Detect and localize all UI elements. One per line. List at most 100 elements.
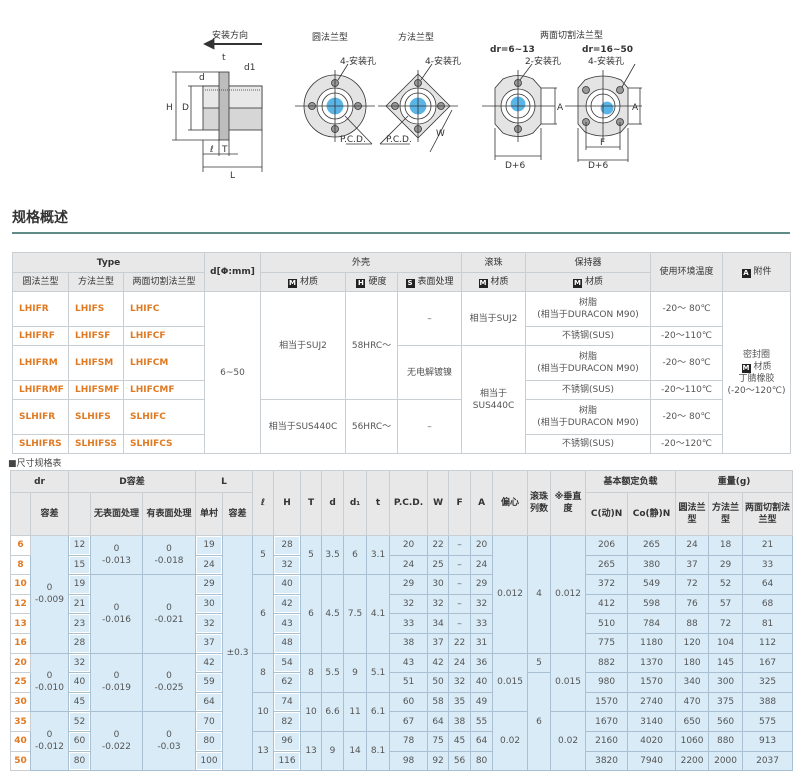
ball-rows: 6: [527, 672, 552, 772]
label: -0.025: [154, 683, 184, 694]
dr-value: 20: [10, 652, 31, 674]
d-tol-header: D容差: [68, 470, 197, 493]
co-load: 7940: [627, 750, 677, 772]
h-label: H: [166, 103, 173, 113]
nosurf-header: 无表面处理: [90, 492, 144, 536]
d-outer: 28: [68, 632, 92, 654]
square-header: 方法兰型: [68, 272, 124, 292]
type-code: LHIFSMF: [68, 380, 124, 400]
d-outer-label: D: [182, 103, 189, 113]
table-row: 25 40 59 62 51 50 32 40 6 980 1570 340 300 325: [10, 672, 794, 772]
d1-header: d₁: [343, 470, 368, 536]
label: 材质: [490, 277, 509, 287]
holes-label: 4-安装孔: [588, 55, 624, 67]
f-value: 56: [448, 750, 472, 772]
d1-label: d1: [244, 63, 255, 73]
eccentricity: 0.012: [492, 535, 529, 654]
pcd-value: 67: [389, 711, 429, 732]
c-load: 372: [585, 574, 629, 595]
retainer-material-header: M 材质: [525, 272, 652, 292]
T-value: 6: [300, 574, 323, 654]
shell-header: 外壳: [259, 252, 463, 273]
label: (相当于DURACON M90): [537, 418, 639, 428]
surface: –: [396, 399, 463, 454]
weight-round: 340: [675, 672, 710, 693]
a-value: 36: [470, 652, 494, 674]
type-row: SLHIFR SLHIFS SLHIFC 相当于SUS440C 56HRC～ – 树脂 (相当…: [12, 399, 791, 454]
co-load: 598: [627, 593, 677, 615]
a-label: A: [557, 103, 564, 113]
d-tol-surf: 0 -0.025: [142, 652, 197, 713]
T-value: 8: [300, 652, 323, 693]
h-value: 54: [273, 652, 302, 674]
table-row: 6 0 -0.009 12 0 -0.013 0 -0.018 19 ±0.3 5 28 5 3.5 6 3.…: [10, 534, 794, 772]
eccentricity: 0.015: [492, 652, 529, 713]
l-small-header: ℓ: [252, 470, 275, 536]
weight-round: 24: [675, 535, 710, 556]
dr-value: 16: [10, 632, 31, 654]
square-flange-label: 方法兰型: [398, 31, 434, 43]
surface-icon: S: [405, 279, 415, 288]
ball-material: 相当于SUS440C: [461, 345, 527, 454]
label: 材质: [299, 277, 318, 287]
dr-value: 30: [10, 691, 31, 713]
f-value: 45: [448, 730, 472, 752]
l-small: 13: [252, 730, 275, 772]
l-small: 6: [252, 574, 275, 654]
d1-value: 14: [343, 730, 368, 772]
d-outer: 40: [68, 672, 92, 693]
round-header: 圆法兰型: [12, 272, 69, 292]
weight-round: 76: [675, 593, 710, 615]
temperature: -20～110℃: [650, 326, 724, 346]
label: (相当于DURACON M90): [537, 364, 639, 374]
l-value: 19: [195, 535, 224, 556]
type-code: LHIFR: [12, 291, 69, 327]
d-outer: 52: [68, 711, 92, 732]
pcd-value: 33: [389, 613, 429, 634]
type-code: LHIFRMF: [12, 380, 69, 400]
weight-round-header: 圆法兰型: [675, 492, 710, 536]
l-value: 37: [195, 632, 224, 654]
dimension-table: dr D容差 L ℓ H T d d₁ t P.C.D. W F A 偏心 滚珠…: [9, 470, 794, 772]
weight-square: 18: [708, 535, 744, 556]
surface: 无电解镀镍: [396, 345, 463, 400]
h-header: H: [273, 470, 302, 536]
material-icon: M: [478, 279, 488, 288]
co-load: 265: [627, 535, 677, 556]
ball-header: 滚珠: [461, 252, 527, 273]
blank-header: [10, 492, 31, 536]
accessory-header: A 附件: [722, 252, 792, 292]
pcd-value: 24: [389, 554, 429, 576]
bearing-diagram: 安装方向 圆法兰型 方法兰型 两面切割法兰型 dr=6~13 dr=16~50 …: [166, 29, 642, 181]
w-value: 42: [427, 652, 450, 674]
dr-value: 50: [10, 750, 31, 772]
weight-cut-header: 两面切割法兰型: [742, 492, 794, 536]
c-load: 1670: [585, 711, 629, 732]
ball-rows-header: 滚珠列数: [527, 470, 552, 536]
w-label: W: [436, 129, 445, 139]
f-value: 35: [448, 691, 472, 713]
d-outer: 19: [68, 574, 92, 595]
dr-small-label: dr=6~13: [490, 45, 535, 55]
weight-cut: 81: [742, 613, 794, 634]
table-row: 10 19 0 -0.016 0 -0.021 29 6 40 6 4.5 7.5 4.1 29 30–29…: [10, 574, 794, 654]
d-tol-surf: 0 -0.03: [142, 711, 197, 772]
label: 密封圈: [743, 349, 771, 360]
h-value: 40: [273, 574, 302, 595]
l-small: 8: [252, 652, 275, 693]
type-code: LHIFSM: [68, 345, 124, 381]
c-load: 980: [585, 672, 629, 693]
blank-header: [68, 492, 92, 536]
a-value: 55: [470, 711, 494, 732]
c-load: 265: [585, 554, 629, 576]
h-value: 96: [273, 730, 302, 752]
a-header: A: [470, 470, 494, 536]
type-header: Type: [12, 252, 205, 273]
section-divider: [12, 232, 790, 234]
pcd-value: 20: [389, 535, 429, 556]
co-load: 4020: [627, 730, 677, 752]
l-value: 32: [195, 613, 224, 634]
surface: –: [396, 291, 463, 346]
a-label: A: [632, 103, 639, 113]
h-value: 48: [273, 632, 302, 654]
